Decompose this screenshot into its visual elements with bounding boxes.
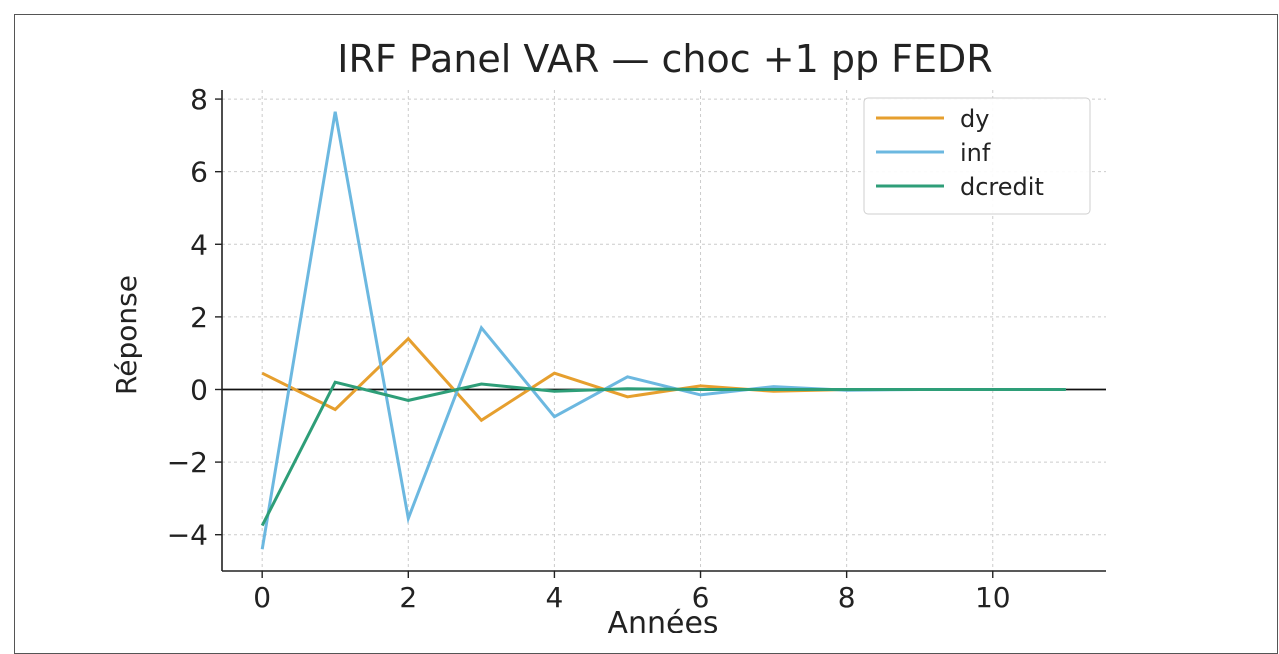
legend: dy inf dcredit (863, 97, 1091, 215)
x-tick-label: 10 (975, 581, 1011, 614)
legend-label-dcredit: dcredit (960, 173, 1044, 201)
tick-labels: 0 2 4 6 8 10 −4 −2 0 2 4 6 8 (167, 83, 1011, 614)
x-tick-label: 4 (545, 581, 563, 614)
x-tick-label: 8 (838, 581, 856, 614)
chart-title: IRF Panel VAR — choc +1 pp FEDR (337, 37, 992, 81)
legend-label-inf: inf (960, 139, 991, 167)
series-line-dcredit (260, 380, 1066, 527)
y-tick-label: −2 (167, 446, 208, 479)
legend-label-dy: dy (960, 105, 989, 133)
axes (215, 90, 1106, 578)
y-tick-label: 4 (190, 228, 208, 261)
x-tick-label: 6 (692, 581, 710, 614)
x-axis-label: Années (607, 606, 718, 633)
y-axis-label: Réponse (110, 275, 143, 395)
y-tick-label: 8 (190, 83, 208, 116)
y-tick-label: 2 (190, 301, 208, 334)
x-tick-label: 0 (253, 581, 271, 614)
y-tick-label: 0 (190, 373, 208, 406)
y-tick-label: 6 (190, 156, 208, 189)
series-lines (260, 111, 1066, 550)
x-tick-label: 2 (399, 581, 417, 614)
y-tick-label: −4 (167, 519, 208, 552)
irf-chart: 0 2 4 6 8 10 −4 −2 0 2 4 6 8 IRF Panel VAR — choc +1… (110, 37, 1106, 633)
